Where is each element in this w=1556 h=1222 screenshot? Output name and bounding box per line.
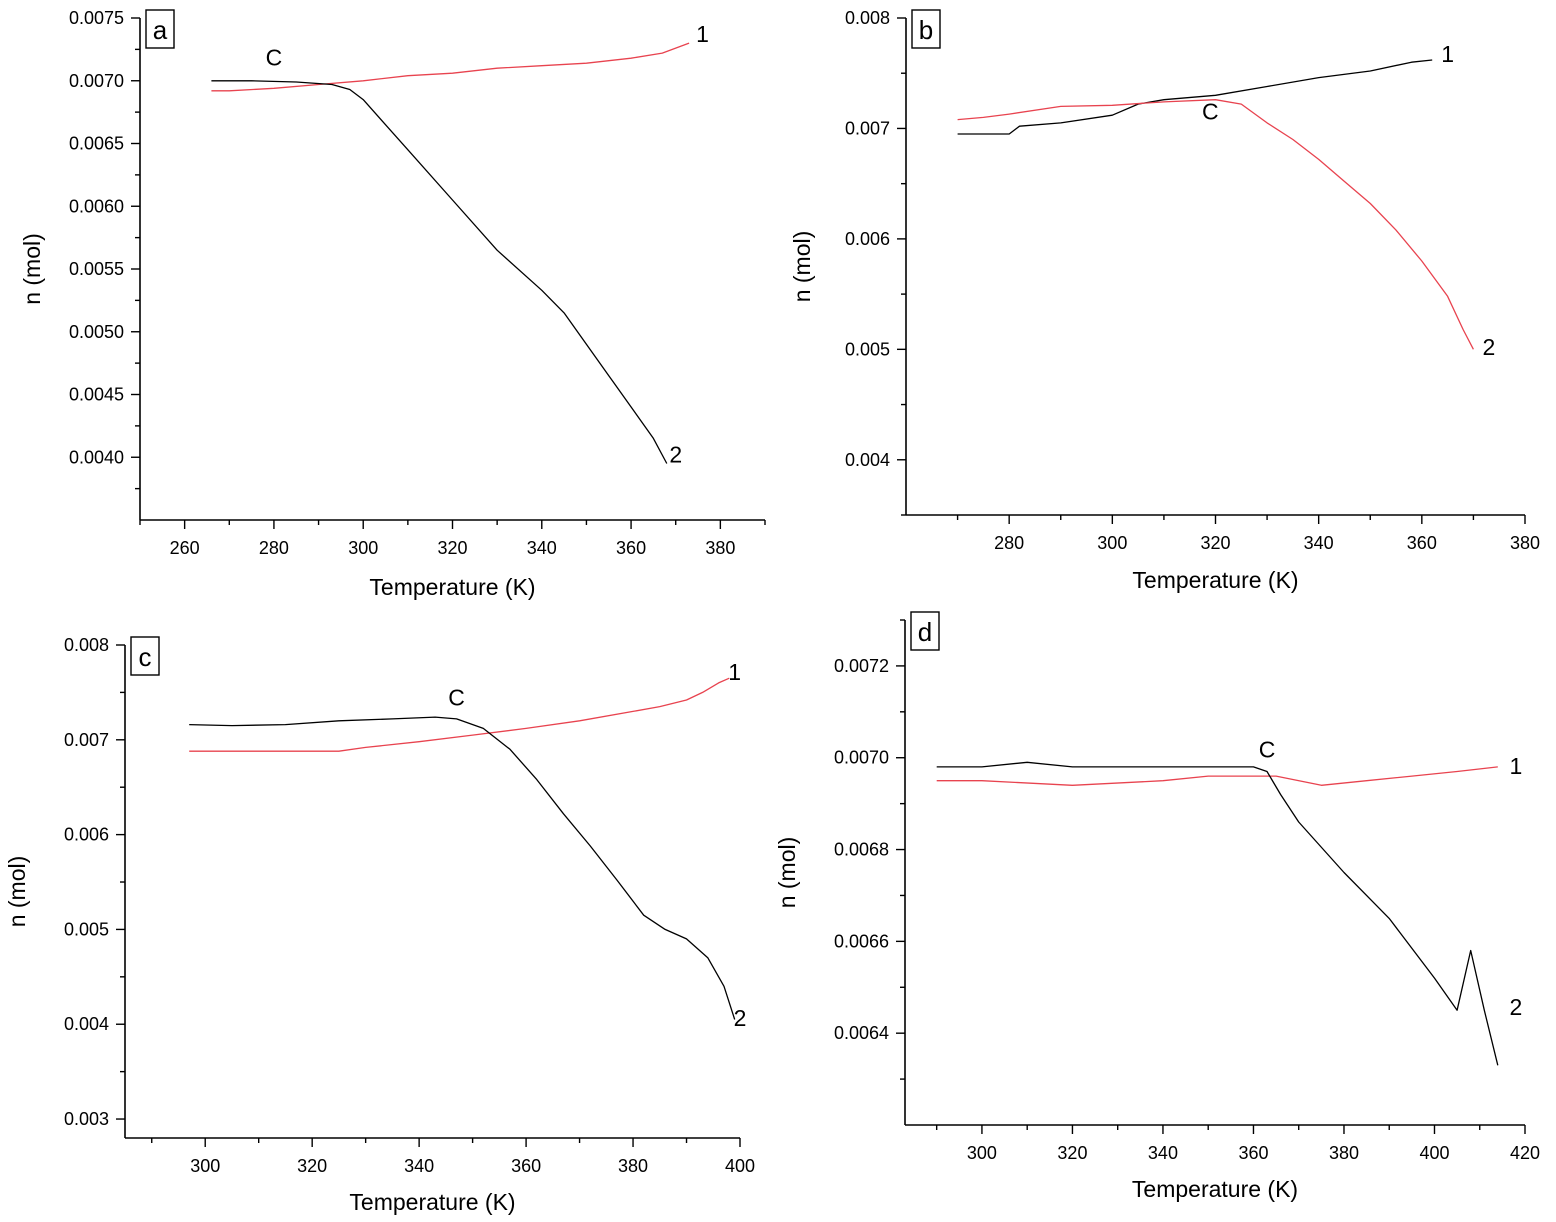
chart-0-y-tick-label: 0.0055 (69, 259, 124, 279)
chart-2-y-tick-label: 0.007 (64, 730, 109, 750)
chart-3-annotation-1: 1 (1510, 753, 1523, 779)
chart-2-x-tick-label: 300 (190, 1156, 220, 1176)
chart-2-series-1-line (189, 677, 730, 752)
chart-1-y-tick-label: 0.007 (845, 118, 890, 138)
chart-2-y-tick-label: 0.005 (64, 919, 109, 939)
chart-1-annotation-2: 2 (1482, 334, 1495, 360)
chart-0-y-tick-label: 0.0045 (69, 385, 124, 405)
chart-0-y-tick-label: 0.0070 (69, 71, 124, 91)
chart-3-x-tick-label: 400 (1419, 1143, 1449, 1163)
chart-2-annotation-c: C (448, 685, 465, 711)
chart-1-annotation-1: 1 (1441, 41, 1454, 67)
chart-2-y-tick-label: 0.008 (64, 635, 109, 655)
chart-3-x-tick-label: 340 (1148, 1143, 1178, 1163)
chart-1-x-axis-title: Temperature (K) (1132, 567, 1298, 593)
chart-1-y-axis-title: n (mol) (789, 231, 815, 303)
chart-2-x-tick-label: 400 (725, 1156, 755, 1176)
chart-1-panel-label: b (919, 15, 933, 45)
chart-3-x-tick-label: 420 (1510, 1143, 1540, 1163)
chart-0-annotation-2: 2 (669, 441, 682, 467)
chart-0-x-tick-label: 300 (348, 538, 378, 558)
chart-2-x-axis-title: Temperature (K) (349, 1189, 515, 1215)
chart-0-annotation-c: C (266, 45, 283, 71)
chart-2-x-tick-label: 380 (618, 1156, 648, 1176)
chart-1-y-tick-label: 0.006 (845, 229, 890, 249)
chart-3-annotation-c: C (1259, 737, 1276, 763)
chart-0-y-tick-label: 0.0065 (69, 134, 124, 154)
chart-2-panel-label: c (139, 642, 152, 672)
chart-2-x-tick-label: 360 (511, 1156, 541, 1176)
chart-0-x-tick-label: 280 (259, 538, 289, 558)
chart-3-x-tick-label: 360 (1238, 1143, 1268, 1163)
chart-1-y-tick-label: 0.008 (845, 8, 890, 28)
chart-3-x-tick-label: 320 (1057, 1143, 1087, 1163)
chart-2-annotation-1: 1 (728, 659, 741, 685)
chart-0-series-2-line (211, 80, 668, 464)
chart-3-annotation-2: 2 (1510, 994, 1523, 1020)
chart-1-x-tick-label: 300 (1097, 533, 1127, 553)
chart-1-y-tick-label: 0.005 (845, 339, 890, 359)
chart-2-y-tick-label: 0.003 (64, 1109, 109, 1129)
chart-1-x-tick-label: 380 (1510, 533, 1540, 553)
chart-2-y-axis-title: n (mol) (4, 856, 30, 928)
chart-3-series-2-line (936, 761, 1499, 1066)
chart-0-series-1-line (211, 42, 690, 92)
chart-1-x-tick-label: 320 (1200, 533, 1230, 553)
chart-0-y-tick-label: 0.0060 (69, 196, 124, 216)
chart-0-x-tick-label: 340 (527, 538, 557, 558)
chart-2-y-tick-label: 0.006 (64, 825, 109, 845)
chart-2-series-2-line (189, 716, 736, 1020)
chart-1-x-tick-label: 340 (1304, 533, 1334, 553)
chart-0-x-tick-label: 380 (705, 538, 735, 558)
chart-2-annotation-2: 2 (734, 1005, 747, 1031)
chart-0-x-axis-title: Temperature (K) (369, 574, 535, 600)
chart-panel-b: 280 300 320 340 360 380 0.004 0.005 0.006 0.007 0.… (789, 8, 1540, 593)
chart-3-y-tick-label: 0.0070 (834, 748, 889, 768)
chart-3-x-tick-label: 300 (967, 1143, 997, 1163)
chart-2-x-tick-label: 320 (297, 1156, 327, 1176)
chart-0-x-tick-label: 320 (437, 538, 467, 558)
chart-1-x-tick-label: 280 (994, 533, 1024, 553)
chart-3-y-axis-title: n (mol) (774, 837, 800, 909)
chart-0-x-tick-label: 360 (616, 538, 646, 558)
chart-0-panel-label-box (145, 9, 175, 49)
chart-0-y-tick-label: 0.0040 (69, 447, 124, 467)
chart-3-x-tick-label: 380 (1329, 1143, 1359, 1163)
chart-3-y-tick-label: 0.0068 (834, 840, 889, 860)
chart-2-x-tick-label: 340 (404, 1156, 434, 1176)
chart-0-y-tick-label: 0.0050 (69, 322, 124, 342)
chart-1-x-tick-label: 360 (1407, 533, 1437, 553)
chart-3-panel-label-box (910, 611, 940, 651)
chart-2-y-tick-label: 0.004 (64, 1014, 109, 1034)
chart-panel-c: 300 320 340 360 380 400 0.003 0.004 0.005 0.006 0.… (4, 635, 755, 1215)
chart-0-x-tick-label: 260 (170, 538, 200, 558)
chart-3-y-tick-label: 0.0064 (834, 1023, 889, 1043)
chart-panel-d: 300 320 340 360 380 400 420 0.0064 0.0066 0.0068 0… (774, 611, 1540, 1202)
chart-1-y-tick-label: 0.004 (845, 450, 890, 470)
chart-1-annotation-c: C (1202, 99, 1219, 125)
chart-0-annotation-1: 1 (696, 21, 709, 47)
chart-1-series-2-line (957, 99, 1474, 350)
chart-panel-a: 260 280 300 320 340 360 380 0.0040 0.0045 0.0050 0… (19, 8, 766, 600)
chart-3-panel-label: d (918, 617, 932, 647)
chart-3-y-tick-label: 0.0072 (834, 656, 889, 676)
chart-3-y-tick-label: 0.0066 (834, 931, 889, 951)
chart-0-y-tick-label: 0.0075 (69, 8, 124, 28)
chart-3-series-1-line (936, 766, 1498, 786)
chart-1-panel-label-box (911, 9, 941, 49)
chart-3-x-axis-title: Temperature (K) (1132, 1176, 1298, 1202)
chart-1-series-1-line (957, 59, 1433, 135)
chart-0-panel-label: a (153, 15, 168, 45)
chart-2-panel-label-box (130, 636, 160, 676)
chart-0-y-axis-title: n (mol) (19, 233, 45, 305)
